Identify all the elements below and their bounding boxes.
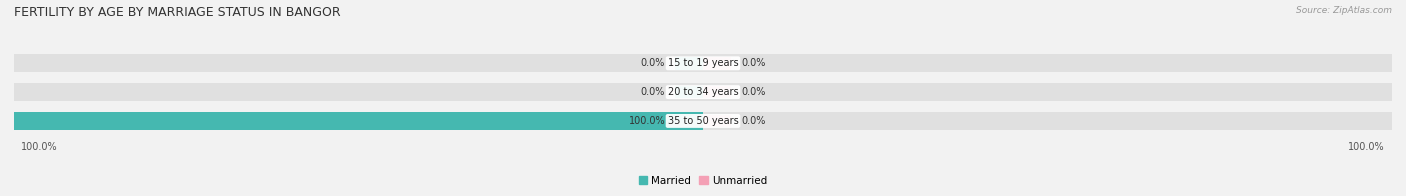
Text: 35 to 50 years: 35 to 50 years: [668, 116, 738, 126]
Bar: [703, 115, 731, 127]
Text: Source: ZipAtlas.com: Source: ZipAtlas.com: [1296, 6, 1392, 15]
Legend: Married, Unmarried: Married, Unmarried: [634, 172, 772, 190]
Text: 20 to 34 years: 20 to 34 years: [668, 87, 738, 97]
Bar: [14, 112, 1392, 130]
Bar: [675, 57, 703, 70]
Text: 0.0%: 0.0%: [741, 58, 765, 68]
Text: 100.0%: 100.0%: [628, 116, 665, 126]
Text: 0.0%: 0.0%: [641, 58, 665, 68]
Bar: [14, 112, 703, 130]
Text: 0.0%: 0.0%: [641, 87, 665, 97]
Text: 100.0%: 100.0%: [1348, 142, 1385, 152]
Bar: [703, 57, 731, 70]
Bar: [14, 83, 1392, 101]
Bar: [14, 54, 1392, 72]
Bar: [675, 115, 703, 127]
Text: 15 to 19 years: 15 to 19 years: [668, 58, 738, 68]
Bar: [703, 86, 731, 98]
Text: FERTILITY BY AGE BY MARRIAGE STATUS IN BANGOR: FERTILITY BY AGE BY MARRIAGE STATUS IN B…: [14, 6, 340, 19]
Text: 0.0%: 0.0%: [741, 87, 765, 97]
Text: 100.0%: 100.0%: [21, 142, 58, 152]
Bar: [675, 86, 703, 98]
Text: 0.0%: 0.0%: [741, 116, 765, 126]
